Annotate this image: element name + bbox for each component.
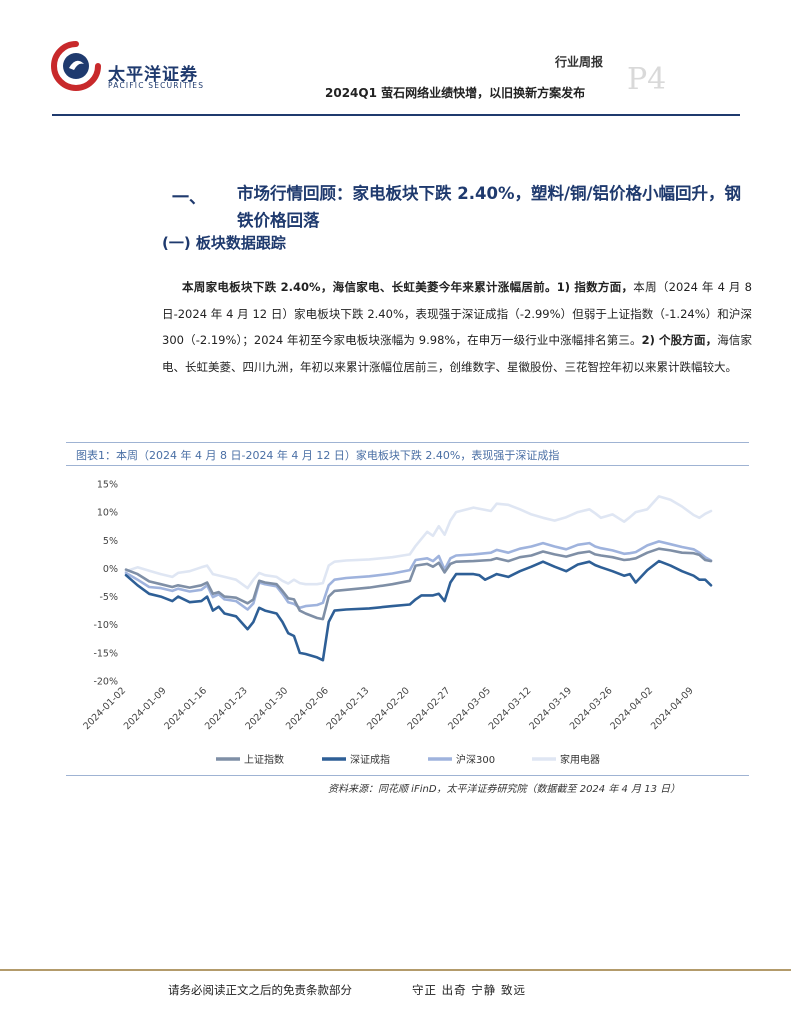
- x-tick-label: 2024-01-09: [122, 685, 169, 732]
- paragraph-body-2: 海信家电、长虹美菱、四川九洲，年初以来累计涨幅位居前三，创维数字、星徽股份、三花…: [162, 333, 753, 374]
- x-tick-label: 2024-01-16: [162, 685, 209, 732]
- y-tick-label: 5%: [103, 536, 118, 547]
- legend-label: 深证成指: [350, 753, 390, 766]
- figure-title-bar: [66, 442, 749, 466]
- line-chart: 15%10%5%0%-5%-10%-15%-20% 2024-01-022024…: [81, 480, 713, 766]
- company-name-cn: 太平洋证券: [108, 65, 198, 85]
- x-tick-label: 2024-02-06: [284, 685, 331, 732]
- x-tick-label: 2024-02-13: [325, 685, 372, 732]
- header-divider: [52, 114, 740, 116]
- series-line: [124, 559, 713, 662]
- figure-divider: [66, 775, 749, 776]
- figure-title: 图表1：本周（2024 年 4 月 8 日-2024 年 4 月 12 日）家电…: [76, 449, 560, 462]
- y-tick-label: -20%: [93, 677, 118, 688]
- x-tick-label: 2024-02-27: [406, 685, 453, 732]
- x-tick-label: 2024-03-19: [527, 685, 574, 732]
- footer-motto: 守正 出奇 宁静 致远: [412, 983, 526, 997]
- body-paragraph: 本周家电板块下跌 2.40%，海信家电、长虹美菱今年来累计涨幅居前。1) 指数方…: [162, 274, 752, 380]
- chart-series: [124, 495, 713, 662]
- x-tick-label: 2024-04-09: [649, 685, 696, 732]
- footer-disclaimer: 请务必阅读正文之后的免责条款部分: [168, 983, 352, 997]
- legend-label: 家用电器: [560, 753, 600, 766]
- paragraph-body-1: 本周（2024 年 4 月 8 日-2024 年 4 月 12 日）家电板块下跌…: [162, 280, 752, 347]
- y-tick-label: -15%: [93, 648, 118, 659]
- y-tick-label: 10%: [97, 508, 118, 519]
- x-tick-label: 2024-03-05: [446, 685, 493, 732]
- paragraph-lead-2: 2) 个股方面，: [641, 333, 718, 347]
- y-tick-label: -5%: [100, 592, 119, 603]
- series-line: [124, 547, 713, 621]
- x-tick-label: 2024-01-02: [81, 685, 128, 732]
- x-tick-label: 2024-04-02: [608, 685, 655, 732]
- legend-label: 上证指数: [244, 753, 284, 766]
- x-tick-label: 2024-01-23: [203, 685, 250, 732]
- chart-legend: 上证指数 深证成指 沪深300 家用电器: [216, 753, 600, 766]
- y-tick-label: 0%: [103, 564, 118, 575]
- y-axis: 15% 10% 5% 0% -5% -10% -15% -20%: [93, 480, 118, 688]
- pacific-securities-logo-icon: [51, 41, 101, 91]
- figure-source: 资料来源：同花顺 iFinD，太平洋证券研究院（数据截至 2024 年 4 月 …: [328, 784, 681, 795]
- section-number: 一、: [172, 188, 206, 208]
- x-tick-label: 2024-03-26: [568, 685, 615, 732]
- x-axis: 2024-01-022024-01-092024-01-162024-01-23…: [81, 685, 695, 732]
- x-tick-label: 2024-01-30: [243, 685, 290, 732]
- series-line: [124, 540, 713, 611]
- subsection-title: (一) 板块数据跟踪: [162, 234, 286, 252]
- report-type: 行业周报: [555, 55, 604, 69]
- footer-divider: [0, 969, 791, 971]
- x-tick-label: 2024-03-12: [487, 685, 534, 732]
- report-title: 2024Q1 萤石网络业绩快增，以旧换新方案发布: [325, 86, 586, 100]
- series-line: [124, 495, 713, 590]
- page-number: P4: [627, 62, 667, 97]
- x-tick-label: 2024-02-20: [365, 685, 412, 732]
- legend-label: 沪深300: [456, 753, 495, 766]
- company-name-en: PACIFIC SECURITIES: [108, 81, 205, 90]
- y-tick-label: -10%: [93, 620, 118, 631]
- section-title: 市场行情回顾：家电板块下跌 2.40%，塑料/铜/铝价格小幅回升，钢铁价格回落: [237, 184, 742, 230]
- y-tick-label: 15%: [97, 480, 118, 491]
- paragraph-lead: 本周家电板块下跌 2.40%，海信家电、长虹美菱今年来累计涨幅居前。1) 指数方…: [182, 280, 634, 294]
